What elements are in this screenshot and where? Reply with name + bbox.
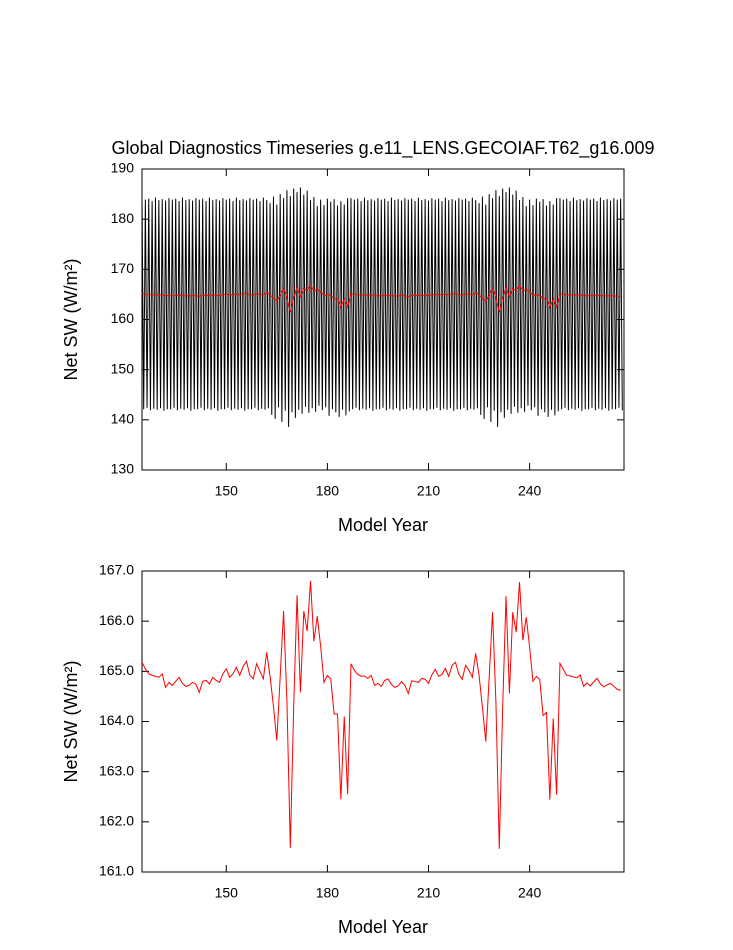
x-axis-label: Model Year xyxy=(338,917,428,937)
plot-frame xyxy=(141,168,625,471)
y-tick-label: 150 xyxy=(111,360,135,376)
y-tick-label: 166.0 xyxy=(99,612,134,628)
y-tick-label: 140 xyxy=(111,411,135,427)
chart-title: Global Diagnostics Timeseries g.e11_LENS… xyxy=(112,138,655,159)
y-tick-label: 160 xyxy=(111,310,135,326)
y-tick-label: 130 xyxy=(111,461,135,477)
y-tick-label: 162.0 xyxy=(99,813,134,829)
x-tick-label: 240 xyxy=(518,885,542,901)
x-axis-label: Model Year xyxy=(338,515,428,535)
series-line xyxy=(141,187,623,427)
x-tick-label: 240 xyxy=(518,483,542,499)
plot-frame xyxy=(141,570,625,873)
y-axis-label: Net SW (W/m²) xyxy=(61,661,81,783)
y-tick-label: 164.0 xyxy=(99,712,134,728)
x-tick-label: 150 xyxy=(215,483,239,499)
x-tick-label: 210 xyxy=(417,885,441,901)
y-tick-label: 161.0 xyxy=(99,863,134,879)
series-line xyxy=(141,284,621,313)
y-tick-label: 165.0 xyxy=(99,662,134,678)
y-tick-label: 190 xyxy=(111,160,135,176)
y-axis-label: Net SW (W/m²) xyxy=(61,259,81,381)
x-tick-label: 180 xyxy=(316,483,340,499)
y-tick-label: 167.0 xyxy=(99,562,134,578)
y-tick-label: 163.0 xyxy=(99,762,134,778)
series-line xyxy=(141,580,621,849)
y-tick-label: 170 xyxy=(111,260,135,276)
x-tick-label: 150 xyxy=(215,885,239,901)
x-tick-label: 180 xyxy=(316,885,340,901)
x-tick-label: 210 xyxy=(417,483,441,499)
y-tick-label: 180 xyxy=(111,210,135,226)
